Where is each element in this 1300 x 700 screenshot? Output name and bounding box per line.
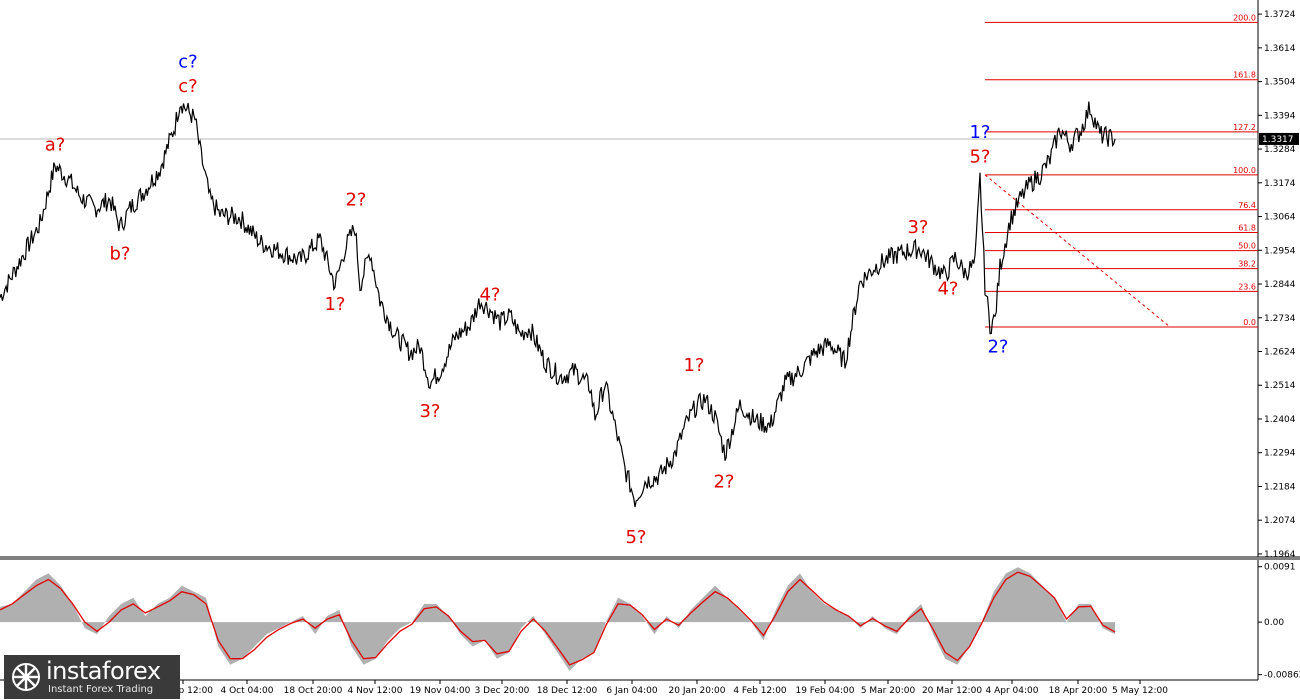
x-tick-label: 19 Sep 12:00 (153, 686, 213, 696)
x-tick-label: 5 Mar 20:00 (861, 686, 916, 696)
y-tick-label: 1.2074 (1264, 516, 1296, 526)
y-tick-label: 1.1964 (1264, 550, 1296, 560)
price-series (0, 101, 1116, 508)
brand-tagline: Instant Forex Trading (48, 684, 154, 695)
x-tick-label: 4 Feb 12:00 (733, 686, 787, 696)
wave-label: c? (178, 51, 197, 72)
wave-label: b? (110, 243, 131, 264)
y-tick-label: 1.2404 (1264, 415, 1296, 425)
fib-level-label: 0.0 (1243, 318, 1256, 327)
y-tick-label: 1.2734 (1264, 314, 1296, 324)
wave-label: 3? (907, 217, 928, 238)
y-tick-label: 1.3394 (1264, 111, 1296, 121)
y-tick-label: 1.2514 (1264, 381, 1296, 391)
fib-trend-line (984, 174, 1171, 328)
y-tick-label: 1.2184 (1264, 482, 1296, 492)
x-tick-label: 5 May 12:00 (1112, 686, 1168, 696)
oscillator-signal-line (0, 571, 1116, 666)
fib-level-label: 61.8 (1238, 223, 1256, 232)
y-tick-label: 1.2844 (1264, 280, 1296, 290)
y-tick-label: 1.3064 (1264, 213, 1296, 223)
x-tick-label: 18 Dec 12:00 (537, 686, 598, 696)
fibonacci-retracement[interactable]: 200.0 161.8 127.2 100.0 76.4 61.8 50.0 38.2 23.6… (984, 13, 1258, 328)
y-tick-label: 1.2294 (1264, 449, 1296, 459)
current-price-label: 1.3317 (1262, 135, 1294, 145)
osc-y-tick-label: 0.00 (1264, 618, 1284, 628)
wave-label: 4? (479, 285, 500, 306)
fib-level-label: 100.0 (1233, 166, 1256, 175)
wave-label: 5? (625, 527, 646, 548)
price-panel (0, 0, 1300, 681)
fib-level-label: 200.0 (1233, 13, 1256, 22)
time-axis: 19 Sep 12:00 4 Oct 04:00 18 Oct 20:00 4 Nov… (153, 680, 1168, 696)
x-tick-label: 3 Dec 20:00 (475, 686, 530, 696)
x-tick-label: 4 Nov 12:00 (348, 686, 403, 696)
osc-y-tick-label: 0.0091 (1264, 563, 1296, 573)
y-tick-label: 1.3174 (1264, 179, 1296, 189)
fib-level-label: 127.2 (1233, 123, 1256, 132)
y-tick-label: 1.2954 (1264, 246, 1296, 256)
wave-label: 4? (937, 278, 958, 299)
x-tick-label: 4 Oct 04:00 (221, 686, 274, 696)
x-tick-label: 18 Oct 20:00 (284, 686, 343, 696)
instaforex-logo-icon (12, 663, 40, 691)
price-line (0, 101, 1116, 508)
wave-label: a? (45, 134, 66, 155)
x-tick-label: 6 Jan 04:00 (606, 686, 658, 696)
y-tick-label: 1.3504 (1264, 78, 1296, 88)
wave-label: 1? (683, 355, 704, 376)
wave-label: 2? (713, 472, 734, 493)
wave-label: 2? (987, 337, 1008, 358)
wave-label: c? (178, 76, 197, 97)
brand-name: instaforex (46, 657, 161, 685)
instaforex-logo: instaforex Instant Forex Trading (4, 655, 180, 699)
wave-label: 1? (969, 122, 990, 143)
price-axis: 1.3724 1.3614 1.3504 1.3394 1.3284 1.3174 1.30… (1258, 10, 1299, 560)
fib-level-label: 76.4 (1238, 201, 1256, 210)
y-tick-label: 1.3284 (1264, 145, 1296, 155)
oscillator-histogram (0, 567, 1115, 671)
x-tick-label: 20 Jan 20:00 (669, 686, 726, 696)
fib-level-label: 23.6 (1238, 282, 1256, 291)
fib-level-label: 38.2 (1238, 260, 1256, 269)
fib-level-label: 50.0 (1238, 242, 1256, 251)
x-tick-label: 19 Feb 04:00 (795, 686, 854, 696)
y-tick-label: 1.3614 (1264, 44, 1296, 54)
wave-label: 3? (419, 401, 440, 422)
wave-label: 5? (969, 147, 990, 168)
current-price-tag (1259, 132, 1299, 145)
y-tick-label: 1.2624 (1264, 347, 1296, 357)
osc-y-tick-label: -0.00862 (1264, 671, 1300, 681)
oscillator-panel: 0.0091 0.00 -0.00862 (0, 563, 1300, 681)
wave-labels: a? b? c? c? 1? 2? 3? 4? 5? 1? 2? 3? 4? 1? 5? 2? (45, 51, 1009, 547)
fib-level-label: 161.8 (1233, 71, 1256, 80)
x-tick-label: 18 Apr 20:00 (1049, 686, 1108, 696)
x-tick-label: 20 Mar 12:00 (922, 686, 982, 696)
y-tick-label: 1.3724 (1264, 10, 1296, 20)
x-tick-label: 19 Nov 04:00 (410, 686, 471, 696)
wave-label: 1? (324, 294, 345, 315)
x-tick-label: 4 Apr 04:00 (986, 686, 1039, 696)
wave-label: 2? (345, 190, 366, 211)
